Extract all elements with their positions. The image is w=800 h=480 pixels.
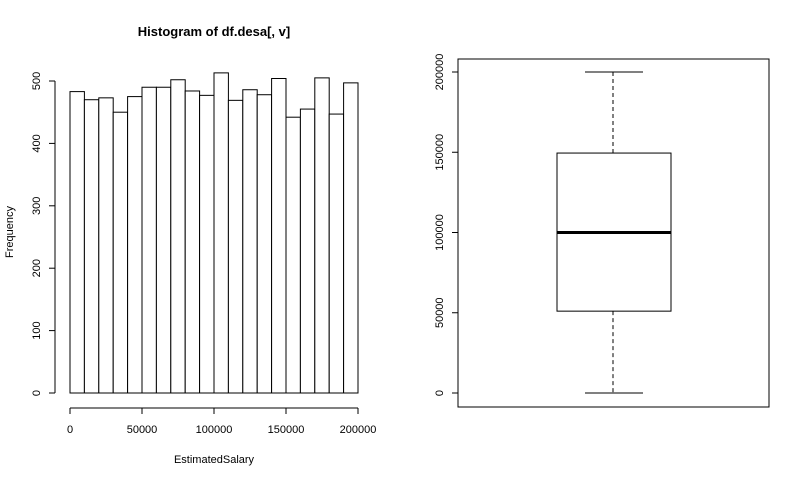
histogram-bar bbox=[112, 111, 129, 394]
histogram-y-tick-label: 300 bbox=[31, 197, 43, 215]
histogram-bar bbox=[213, 72, 229, 394]
histogram-bar bbox=[199, 94, 215, 394]
histogram-title: Histogram of df.desa[, v] bbox=[138, 24, 290, 39]
histogram-y-tick-label: 400 bbox=[31, 134, 43, 152]
histogram-y-tick-label: 200 bbox=[31, 259, 43, 277]
histogram-y-axis-label: Frequency bbox=[4, 206, 16, 258]
histogram-y-tick-label: 0 bbox=[31, 390, 43, 396]
boxplot-y-tick-label: 100000 bbox=[434, 214, 446, 251]
histogram-panel: Histogram of df.desa[, v] 0 50000 100000 15… bbox=[4, 24, 376, 466]
histogram-bar bbox=[299, 108, 316, 394]
histogram-bar bbox=[83, 99, 100, 394]
boxplot-y-tick-label: 150000 bbox=[434, 134, 446, 171]
boxplot-y-axis: 0 50000 100000 150000 200000 bbox=[434, 54, 459, 396]
histogram-x-tick-label: 100000 bbox=[196, 424, 233, 436]
histogram-x-axis-label: EstimatedSalary bbox=[174, 454, 255, 466]
histogram-y-axis: 0 100 200 300 400 500 bbox=[31, 72, 56, 396]
histogram-bars bbox=[69, 72, 359, 394]
boxplot-y-tick-label: 200000 bbox=[434, 54, 446, 91]
histogram-x-tick-label: 0 bbox=[67, 424, 73, 436]
histogram-x-axis: 0 50000 100000 150000 200000 bbox=[67, 407, 377, 436]
histogram-bar bbox=[314, 77, 330, 394]
histogram-x-tick-label: 200000 bbox=[340, 424, 377, 436]
histogram-bar bbox=[242, 89, 258, 394]
boxplot-marks bbox=[556, 71, 672, 394]
histogram-bar bbox=[343, 82, 359, 394]
histogram-bar bbox=[170, 79, 186, 394]
histogram-bar bbox=[69, 91, 85, 394]
histogram-bar bbox=[184, 90, 201, 394]
histogram-x-tick-label: 50000 bbox=[127, 424, 158, 436]
histogram-bar bbox=[155, 86, 172, 394]
histogram-bar bbox=[227, 99, 244, 394]
histogram-bar bbox=[127, 96, 143, 394]
histogram-x-tick-label: 150000 bbox=[268, 424, 305, 436]
histogram-y-tick-label: 100 bbox=[31, 321, 43, 339]
histogram-bar bbox=[256, 94, 273, 394]
histogram-bar bbox=[141, 86, 157, 394]
histogram-bar bbox=[98, 97, 114, 394]
histogram-bar bbox=[271, 78, 287, 394]
histogram-bar bbox=[328, 113, 345, 394]
boxplot-y-tick-label: 50000 bbox=[434, 297, 446, 328]
boxplot-y-tick-label: 0 bbox=[434, 390, 446, 396]
histogram-bar bbox=[285, 116, 301, 394]
histogram-y-tick-label: 500 bbox=[31, 72, 43, 90]
boxplot-panel: 0 50000 100000 150000 200000 bbox=[434, 54, 770, 408]
